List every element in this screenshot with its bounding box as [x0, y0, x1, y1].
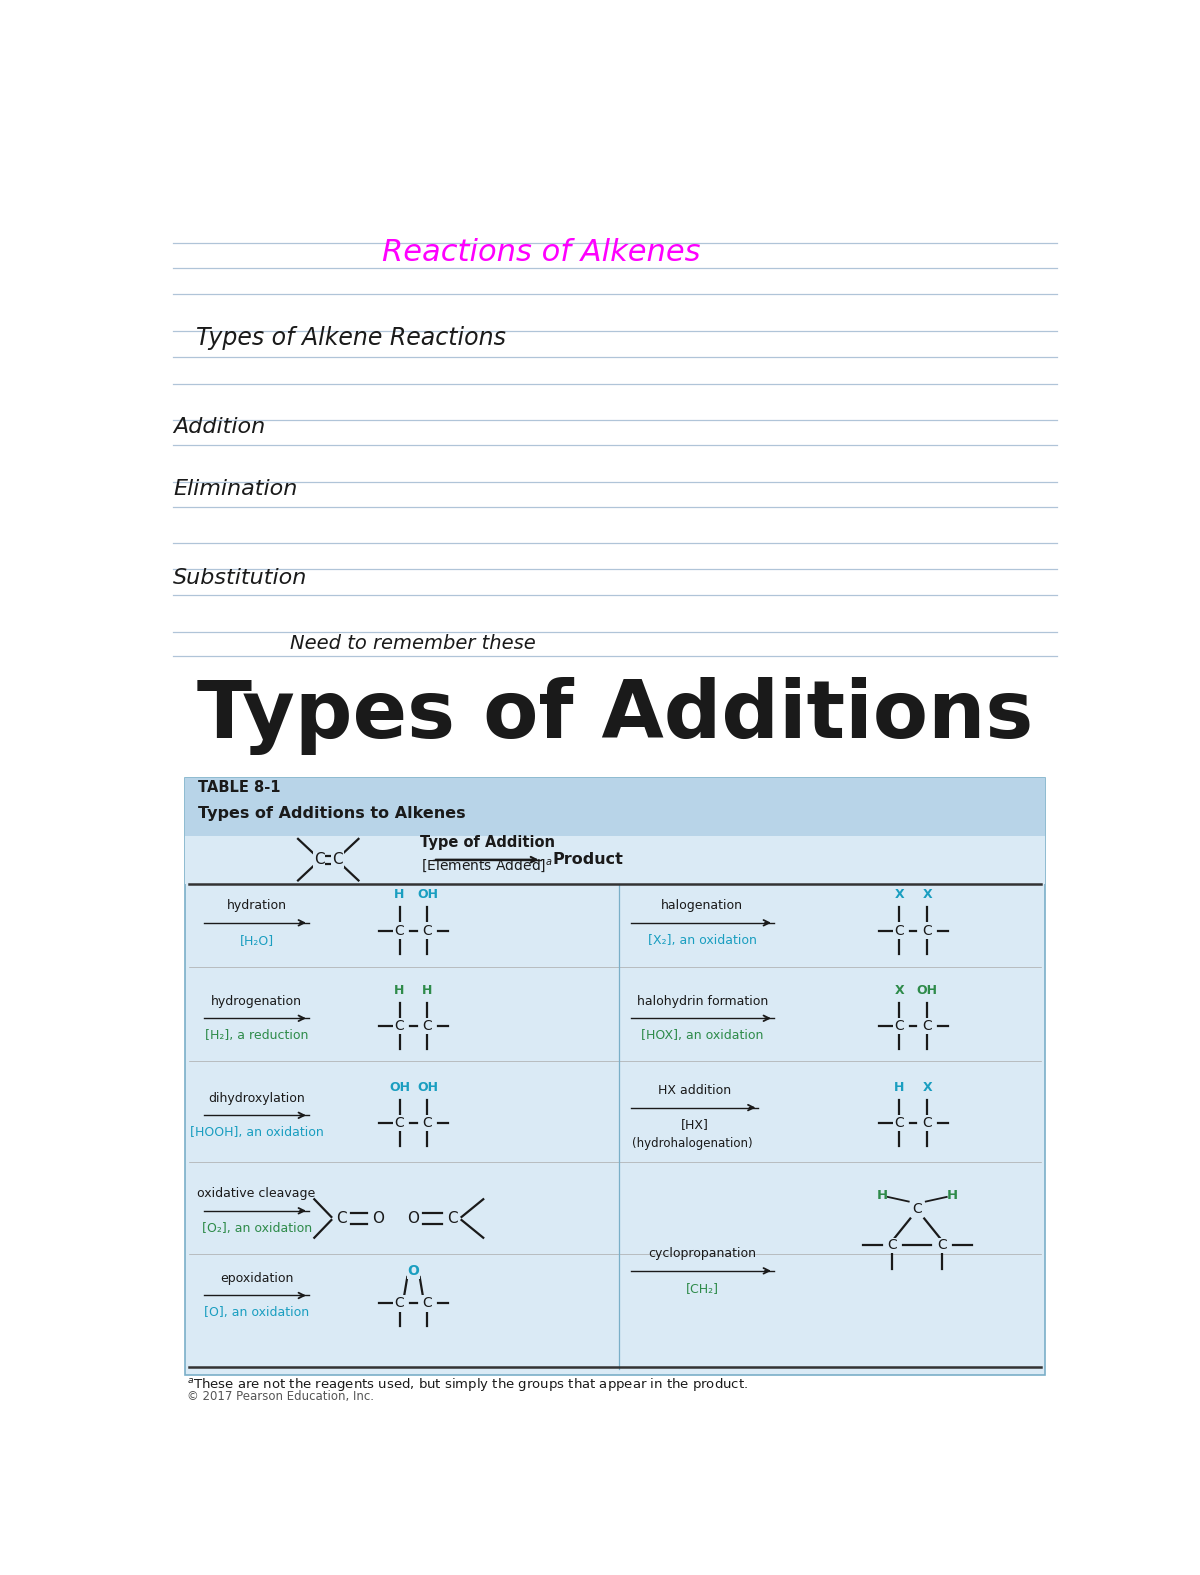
Text: cyclopropanation: cyclopropanation — [648, 1247, 756, 1260]
Text: H: H — [877, 1189, 888, 1202]
Bar — [185, 836, 1045, 884]
Text: H: H — [422, 984, 433, 997]
Text: © 2017 Pearson Education, Inc.: © 2017 Pearson Education, Inc. — [187, 1391, 374, 1403]
Text: Need to remember these: Need to remember these — [289, 633, 535, 652]
Text: Elimination: Elimination — [173, 479, 298, 499]
Text: H: H — [947, 1189, 958, 1202]
Text: [HOX], an oxidation: [HOX], an oxidation — [641, 1028, 763, 1043]
Text: H: H — [395, 888, 404, 901]
Text: OH: OH — [917, 984, 938, 997]
Text: [Elements Added]$^a$: [Elements Added]$^a$ — [421, 858, 553, 876]
Text: (hydrohalogenation): (hydrohalogenation) — [632, 1137, 752, 1150]
Bar — [185, 778, 1045, 836]
Text: C: C — [422, 1019, 432, 1033]
Text: C: C — [422, 1117, 432, 1129]
Text: H: H — [894, 1080, 905, 1093]
Text: dihydroxylation: dihydroxylation — [208, 1091, 305, 1104]
Text: Reactions of Alkenes: Reactions of Alkenes — [383, 238, 701, 266]
Text: halohydrin formation: halohydrin formation — [636, 994, 768, 1008]
Text: O: O — [408, 1263, 420, 1277]
Text: Product: Product — [552, 852, 623, 868]
Text: X: X — [895, 888, 905, 901]
Text: [H₂O]: [H₂O] — [240, 934, 274, 947]
Text: [O], an oxidation: [O], an oxidation — [204, 1306, 310, 1320]
Text: oxidative cleavage: oxidative cleavage — [198, 1188, 316, 1200]
Text: C: C — [912, 1202, 922, 1216]
Text: O: O — [372, 1211, 384, 1225]
Text: hydration: hydration — [227, 899, 287, 912]
Text: halogenation: halogenation — [661, 899, 743, 912]
Text: X: X — [895, 984, 905, 997]
Text: C: C — [923, 1019, 932, 1033]
Text: X: X — [923, 1080, 932, 1093]
Text: C: C — [422, 1296, 432, 1310]
Text: C: C — [422, 923, 432, 937]
Text: C: C — [446, 1211, 457, 1225]
Text: [CH₂]: [CH₂] — [685, 1282, 719, 1295]
Bar — [185, 778, 1045, 1375]
Text: X: X — [923, 888, 932, 901]
Text: [X₂], an oxidation: [X₂], an oxidation — [648, 934, 757, 947]
Text: Types of Additions: Types of Additions — [197, 677, 1033, 756]
Text: Type of Addition: Type of Addition — [420, 835, 554, 850]
Text: [O₂], an oxidation: [O₂], an oxidation — [202, 1222, 312, 1235]
Text: OH: OH — [416, 1080, 438, 1093]
Text: C: C — [894, 1117, 905, 1129]
Text: OH: OH — [389, 1080, 410, 1093]
Text: [H₂], a reduction: [H₂], a reduction — [205, 1028, 308, 1043]
Text: C: C — [336, 1211, 347, 1225]
Text: OH: OH — [416, 888, 438, 901]
Text: C: C — [395, 1019, 404, 1033]
Text: $^a$These are not the reagents used, but simply the groups that appear in the pr: $^a$These are not the reagents used, but… — [187, 1375, 749, 1392]
Text: C: C — [395, 1296, 404, 1310]
Text: HX addition: HX addition — [658, 1084, 731, 1096]
Text: H: H — [395, 984, 404, 997]
Text: epoxidation: epoxidation — [220, 1271, 293, 1285]
Text: TABLE 8-1: TABLE 8-1 — [198, 780, 281, 795]
Text: C: C — [894, 1019, 905, 1033]
Text: C: C — [313, 852, 324, 868]
Text: hydrogenation: hydrogenation — [211, 994, 302, 1008]
Text: C: C — [395, 1117, 404, 1129]
Text: C: C — [395, 923, 404, 937]
Text: Types of Additions to Alkenes: Types of Additions to Alkenes — [198, 806, 466, 821]
Text: [HOOH], an oxidation: [HOOH], an oxidation — [190, 1126, 324, 1139]
Text: C: C — [923, 1117, 932, 1129]
Text: C: C — [332, 852, 343, 868]
Text: Types of Alkene Reactions: Types of Alkene Reactions — [197, 326, 506, 350]
Text: C: C — [888, 1238, 898, 1252]
Text: C: C — [923, 923, 932, 937]
Text: O: O — [408, 1211, 420, 1225]
Text: Substitution: Substitution — [173, 569, 307, 587]
Text: Addition: Addition — [173, 417, 265, 438]
Text: C: C — [937, 1238, 947, 1252]
Text: [HX]: [HX] — [680, 1118, 708, 1131]
Text: C: C — [894, 923, 905, 937]
